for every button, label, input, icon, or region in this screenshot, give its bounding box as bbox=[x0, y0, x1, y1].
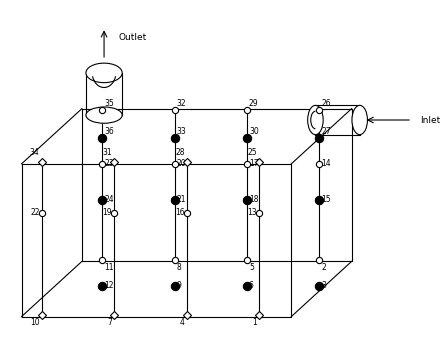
Text: 4: 4 bbox=[180, 318, 185, 327]
Text: 2: 2 bbox=[321, 263, 326, 272]
Text: 26: 26 bbox=[321, 99, 331, 108]
Text: 35: 35 bbox=[104, 99, 114, 108]
Text: 25: 25 bbox=[248, 148, 257, 157]
Text: 30: 30 bbox=[249, 127, 259, 136]
Text: 8: 8 bbox=[177, 263, 181, 272]
Text: 15: 15 bbox=[321, 195, 331, 204]
Text: 20: 20 bbox=[177, 159, 186, 168]
Text: 28: 28 bbox=[175, 148, 185, 157]
Ellipse shape bbox=[308, 105, 323, 135]
Ellipse shape bbox=[352, 105, 367, 135]
Text: Outlet: Outlet bbox=[118, 33, 147, 42]
Text: 6: 6 bbox=[249, 281, 254, 290]
Text: 24: 24 bbox=[104, 195, 114, 204]
Text: 22: 22 bbox=[30, 208, 40, 217]
Text: 29: 29 bbox=[249, 99, 259, 108]
Text: 14: 14 bbox=[321, 159, 331, 168]
Text: 3: 3 bbox=[321, 281, 326, 290]
Text: 32: 32 bbox=[177, 99, 186, 108]
Text: 19: 19 bbox=[102, 208, 112, 217]
Text: 34: 34 bbox=[30, 148, 40, 157]
Text: 1: 1 bbox=[252, 318, 257, 327]
Text: 7: 7 bbox=[107, 318, 112, 327]
Text: 31: 31 bbox=[102, 148, 112, 157]
Text: 11: 11 bbox=[104, 263, 114, 272]
Text: 27: 27 bbox=[321, 127, 331, 136]
Text: 21: 21 bbox=[177, 195, 186, 204]
Text: 13: 13 bbox=[248, 208, 257, 217]
Text: 16: 16 bbox=[175, 208, 185, 217]
Text: 36: 36 bbox=[104, 127, 114, 136]
Ellipse shape bbox=[86, 107, 122, 123]
Text: 17: 17 bbox=[249, 159, 259, 168]
Text: 9: 9 bbox=[177, 281, 181, 290]
Text: 10: 10 bbox=[30, 318, 40, 327]
Text: 23: 23 bbox=[104, 159, 114, 168]
Text: 33: 33 bbox=[177, 127, 186, 136]
Text: 12: 12 bbox=[104, 281, 114, 290]
Ellipse shape bbox=[86, 63, 122, 83]
Text: 5: 5 bbox=[249, 263, 254, 272]
Text: Inlet: Inlet bbox=[420, 116, 440, 125]
Text: 18: 18 bbox=[249, 195, 258, 204]
